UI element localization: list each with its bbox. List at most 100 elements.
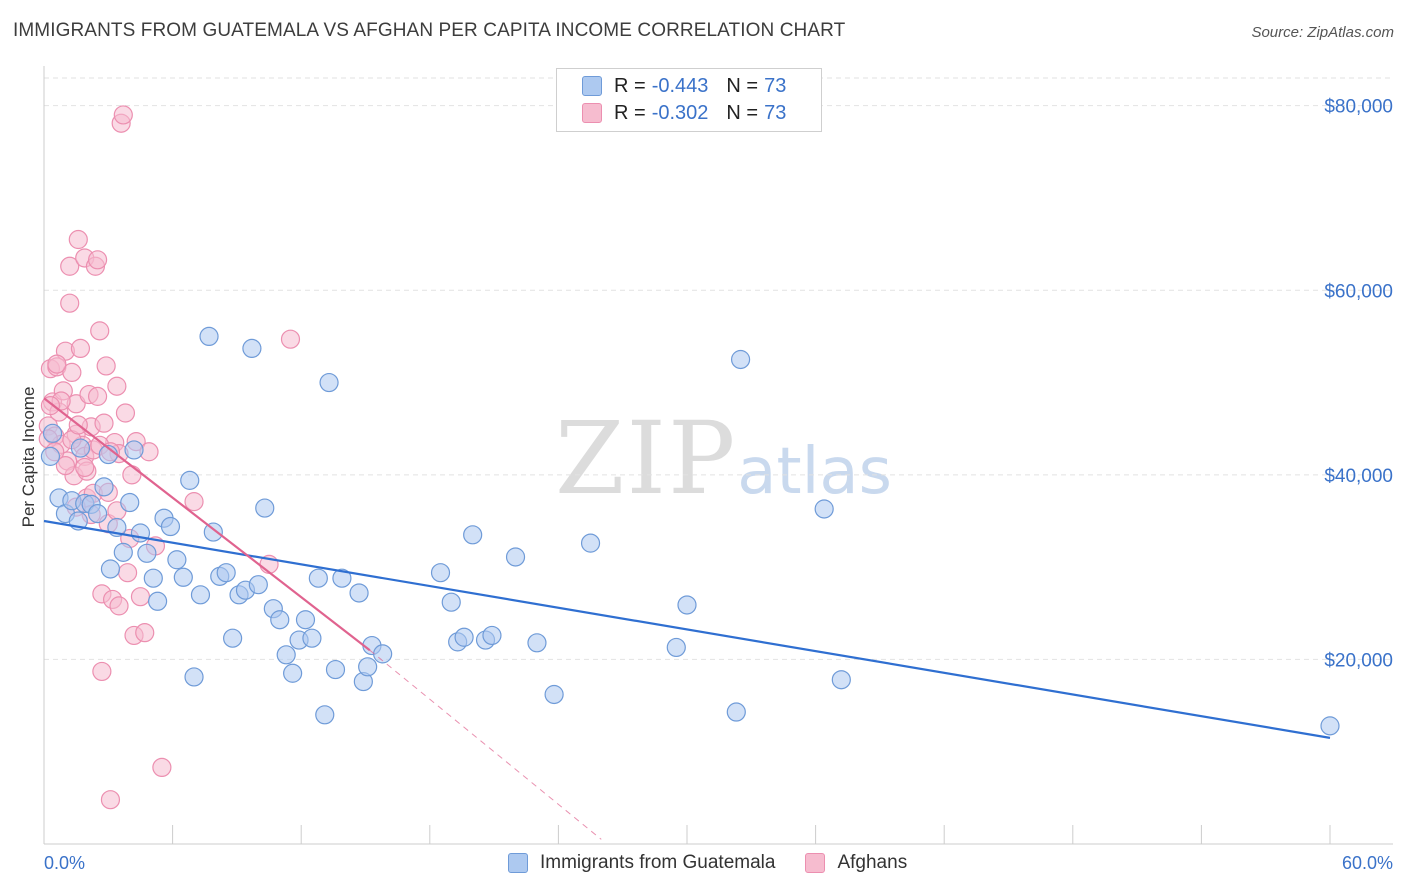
afghans-point	[135, 623, 155, 643]
guatemala-point	[120, 492, 140, 513]
guatemala-point	[308, 568, 328, 588]
afghans-swatch	[582, 103, 602, 123]
afghans-trend-line	[43, 397, 371, 652]
guatemala-point	[276, 645, 296, 665]
guatemala-point	[315, 705, 335, 725]
gridlines	[44, 77, 1393, 660]
guatemala-point	[147, 591, 168, 611]
guatemala-point	[358, 657, 378, 677]
afghans-point	[115, 403, 136, 423]
guatemala-point	[349, 583, 369, 603]
r-value-guatemala: -0.443	[651, 74, 709, 97]
afghans-point	[87, 250, 108, 270]
afghans-point	[130, 587, 151, 607]
afghans-point	[75, 457, 95, 478]
guatemala-point	[580, 533, 601, 553]
afghans-point	[87, 386, 108, 406]
afghans-point	[96, 356, 116, 376]
guatemala-point	[319, 372, 339, 393]
guatemala-point	[430, 563, 451, 583]
zipatlas-watermark: ZIPatlas	[555, 400, 892, 517]
guatemala-point	[223, 628, 243, 648]
guatemala-point	[248, 575, 268, 595]
series-legend: Immigrants from Guatemala Afghans	[508, 852, 937, 874]
y-tick-label: $40,000	[1324, 466, 1393, 487]
guatemala-point	[1320, 716, 1340, 736]
guatemala-point	[482, 625, 502, 646]
guatemala-point	[40, 446, 61, 466]
guatemala-point	[173, 567, 193, 587]
r-value-afghans: -0.302	[651, 101, 709, 124]
guatemala-point	[94, 477, 114, 497]
guatemala-point	[42, 423, 63, 443]
afghans-point	[60, 256, 80, 276]
guatemala-point	[677, 595, 697, 615]
watermark-zip: ZIP	[555, 400, 738, 517]
trend-lines	[43, 397, 1331, 840]
guatemala-point	[283, 663, 303, 683]
afghans-point	[117, 563, 138, 583]
guatemala-point	[87, 504, 108, 524]
chart-title: IMMIGRANTS FROM GUATEMALA VS AFGHAN PER …	[13, 20, 846, 41]
guatemala-point	[441, 592, 461, 612]
guatemala-point	[544, 684, 564, 705]
legend-item-guatemala: Immigrants from Guatemala	[508, 852, 775, 874]
guatemala-point	[124, 440, 144, 460]
axes	[43, 66, 1393, 845]
guatemala-swatch	[582, 76, 602, 96]
guatemala-point	[199, 326, 219, 347]
x-tick-label-min: 0.0%	[44, 853, 85, 873]
guatemala-point	[814, 499, 834, 519]
guatemala-point	[666, 637, 686, 658]
afghans-point	[68, 229, 88, 250]
afghans-point	[122, 465, 142, 485]
n-value-afghans: 73	[764, 101, 787, 124]
guatemala-legend-label: Immigrants from Guatemala	[540, 852, 776, 873]
r-label: R =	[614, 74, 646, 97]
y-tick-label: $20,000	[1324, 650, 1393, 671]
guatemala-point	[454, 627, 474, 647]
guatemala-point	[190, 585, 211, 605]
n-label: N =	[726, 101, 759, 124]
guatemala-point	[242, 338, 262, 359]
guatemala-point	[70, 438, 91, 458]
guatemala-point	[270, 610, 290, 630]
afghans-point	[184, 492, 204, 512]
legend-row-afghans: R = -0.302 N = 73	[582, 101, 786, 125]
guatemala-points	[40, 326, 1340, 736]
guatemala-trend-line	[43, 519, 1331, 739]
guatemala-point	[325, 659, 346, 680]
guatemala-point	[167, 550, 187, 570]
guatemala-point	[527, 633, 547, 653]
afghans-point	[90, 321, 110, 341]
watermark-atlas: atlas	[737, 435, 892, 509]
x-tick-label-max: 60.0%	[1342, 853, 1393, 873]
afghans-point	[92, 661, 112, 682]
guatemala-point	[295, 610, 316, 630]
guatemala-point	[143, 568, 163, 588]
guatemala-point	[505, 547, 526, 567]
guatemala-point	[160, 516, 181, 537]
afghans-point	[152, 757, 172, 778]
r-label: R =	[614, 101, 646, 124]
n-value-guatemala: 73	[764, 74, 787, 97]
afghans-point	[70, 338, 91, 359]
guatemala-point	[463, 525, 483, 545]
guatemala-point	[180, 470, 200, 490]
guatemala-point	[730, 349, 751, 370]
guatemala-point	[216, 563, 236, 583]
afghans-point	[62, 362, 82, 383]
source-credit: Source: ZipAtlas.com	[1251, 24, 1394, 41]
afghans-point	[109, 596, 129, 616]
afghans-point	[113, 105, 133, 125]
guatemala-point	[302, 628, 322, 648]
afghans-trend-extension	[369, 649, 602, 840]
afghans-point	[94, 413, 114, 433]
guatemala-legend-swatch	[508, 853, 528, 873]
tick-labels: $20,000 $40,000 $60,000 $80,000 0.0% 60.0% Per…	[19, 97, 1393, 873]
afghans-point	[55, 456, 76, 476]
afghans-point	[107, 376, 127, 396]
afghans-legend-swatch	[805, 853, 826, 873]
n-label: N =	[726, 74, 759, 97]
